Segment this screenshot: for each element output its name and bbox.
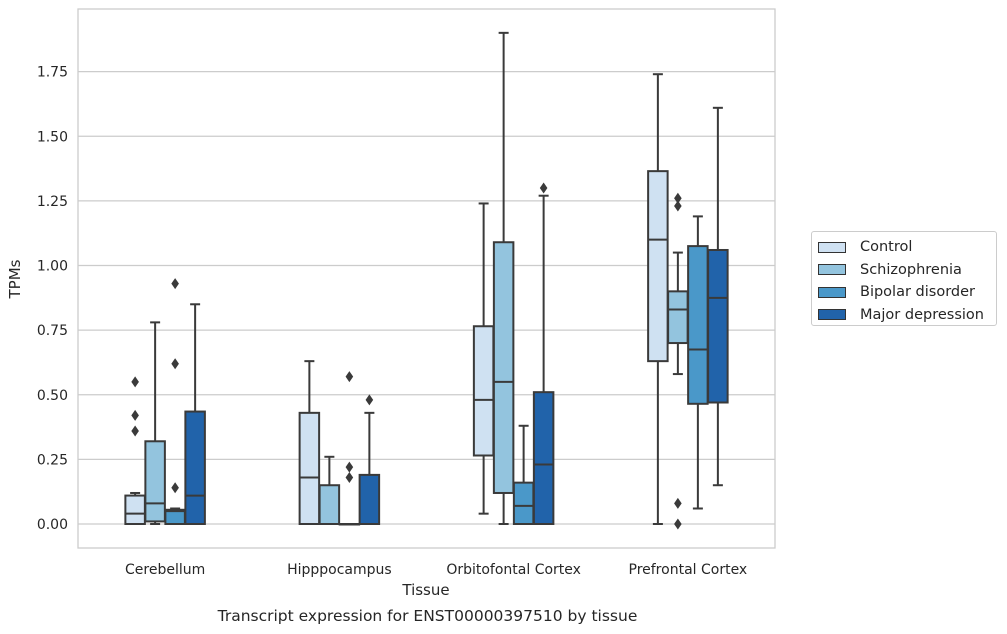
outlier-point xyxy=(345,371,354,383)
box xyxy=(687,245,709,405)
x-tick-label: Orbitofontal Cortex xyxy=(446,562,581,578)
y-axis-label: TPMs xyxy=(6,259,24,299)
legend-label-major-depression: Major depression xyxy=(860,306,984,323)
y-tick-label: 1.50 xyxy=(37,129,68,145)
box xyxy=(532,391,555,526)
y-tick-label: 1.25 xyxy=(37,194,68,210)
box-group xyxy=(472,202,495,515)
box-group xyxy=(707,106,729,487)
box xyxy=(492,241,515,494)
box-group xyxy=(338,371,361,526)
outlier-point xyxy=(674,497,682,509)
box xyxy=(144,440,166,523)
outlier-point xyxy=(345,461,354,473)
box-group xyxy=(532,182,555,526)
outlier-point xyxy=(365,394,374,406)
box-group xyxy=(687,215,709,510)
box-group xyxy=(667,192,689,530)
outlier-point xyxy=(674,200,682,212)
outlier-point xyxy=(171,482,179,494)
box xyxy=(318,484,341,526)
y-tick-labels: 0.00 0.25 0.50 0.75 1.00 1.25 1.50 1.75 xyxy=(37,65,68,533)
x-axis-label: Tissue xyxy=(401,581,449,599)
legend-item-major-depression: Major depression xyxy=(818,304,996,327)
outlier-point xyxy=(539,182,548,194)
outlier-point xyxy=(131,425,139,437)
outlier-point xyxy=(171,358,179,370)
box-group xyxy=(647,73,669,525)
legend-swatch-major-depression xyxy=(818,309,846,321)
box-group xyxy=(358,394,381,526)
outlier-point xyxy=(131,409,139,421)
box-group xyxy=(492,31,515,525)
box xyxy=(124,494,146,526)
x-tick-labels: Cerebellum Hipppocampus Orbitofontal Corte… xyxy=(125,562,747,578)
x-tick-label: Cerebellum xyxy=(125,562,205,578)
legend-swatch-bipolar-disorder xyxy=(818,286,846,298)
legend-label-control: Control xyxy=(860,239,913,256)
outlier-point xyxy=(674,192,682,204)
y-tick-label: 0.25 xyxy=(37,452,68,468)
box xyxy=(298,411,321,525)
box xyxy=(512,481,535,526)
outlier-point xyxy=(171,278,179,290)
x-tick-label: Prefrontal Cortex xyxy=(629,562,748,578)
chart-legend: Control Schizophrenia Bipolar disorder M… xyxy=(811,231,997,326)
box-group xyxy=(512,424,535,526)
box xyxy=(647,170,669,363)
outlier-point xyxy=(131,376,139,388)
box xyxy=(358,473,381,526)
legend-item-bipolar-disorder: Bipolar disorder xyxy=(818,281,996,304)
legend-swatch-schizophrenia xyxy=(818,264,846,276)
box xyxy=(184,410,206,525)
box-group xyxy=(298,360,321,525)
y-tick-label: 0.00 xyxy=(37,517,68,533)
outlier-point xyxy=(674,518,682,530)
box-group xyxy=(184,303,206,525)
box-group xyxy=(164,278,186,526)
box-group xyxy=(318,455,341,526)
box xyxy=(667,290,689,345)
x-tick-label: Hipppocampus xyxy=(287,562,392,578)
box xyxy=(707,248,729,404)
legend-item-schizophrenia: Schizophrenia xyxy=(818,259,996,282)
y-tick-label: 0.75 xyxy=(37,323,68,339)
legend-item-control: Control xyxy=(818,236,996,259)
y-tick-label: 1.75 xyxy=(37,65,68,81)
box xyxy=(472,325,495,457)
legend-swatch-control xyxy=(818,241,846,253)
legend-label-bipolar-disorder: Bipolar disorder xyxy=(860,284,975,301)
plot-boxes xyxy=(124,31,729,530)
outlier-point xyxy=(345,471,354,483)
y-tick-label: 1.00 xyxy=(37,259,68,275)
chart-caption: Transcript expression for ENST0000039751… xyxy=(217,607,638,625)
box-group xyxy=(124,376,146,526)
legend-label-schizophrenia: Schizophrenia xyxy=(860,261,962,278)
plot-area-frame xyxy=(77,8,776,549)
box-group xyxy=(144,321,166,525)
y-tick-label: 0.50 xyxy=(37,388,68,404)
